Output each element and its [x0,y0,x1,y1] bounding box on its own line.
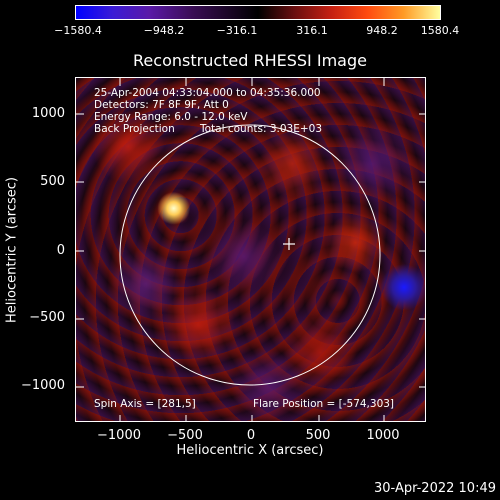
x-tick-label: 1000 [366,428,400,443]
x-tick-label: −1000 [97,428,141,443]
colorbar-tick: −1580.4 [54,24,102,37]
info-detectors: Detectors: 7F 8F 9F, Att 0 [94,99,229,111]
info-spin-axis: Spin Axis = [281,5] [94,398,196,410]
colorbar-tick: −948.2 [143,24,185,37]
plot-timestamp: 30-Apr-2022 10:49 [374,481,496,496]
y-axis-label: Heliocentric Y (arcsec) [4,177,20,323]
solar-limb-circle [119,124,381,386]
info-time-range: 25-Apr-2004 04:33:04.000 to 04:35:36.000 [94,87,321,99]
colorbar-tick: −316.1 [216,24,258,37]
x-tick-label: 0 [246,428,256,443]
info-flare-position: Flare Position = [-574,303] [253,398,395,410]
x-tick-label: 500 [305,428,331,443]
image-title: Reconstructed RHESSI Image [133,51,367,70]
colorbar [75,5,441,20]
colorbar-tick: 316.1 [296,24,328,37]
colorbar-tick: 1580.4 [420,24,460,37]
x-axis-label: Heliocentric X (arcsec) [176,443,324,458]
plot-overlay [76,78,425,421]
solar-image [75,77,426,422]
y-tick-label: 1000 [31,106,65,121]
info-total-counts: Total counts: 3.03E+03 [200,123,323,135]
info-energy-range: Energy Range: 6.0 - 12.0 keV [94,111,248,123]
info-method: Back Projection [94,123,175,135]
y-tick-label: −500 [29,310,65,325]
x-tick-label: −500 [167,428,203,443]
y-tick-label: 0 [56,243,65,258]
colorbar-tick: 948.2 [366,24,398,37]
y-tick-label: 500 [40,174,65,189]
y-tick-label: −1000 [21,378,65,393]
